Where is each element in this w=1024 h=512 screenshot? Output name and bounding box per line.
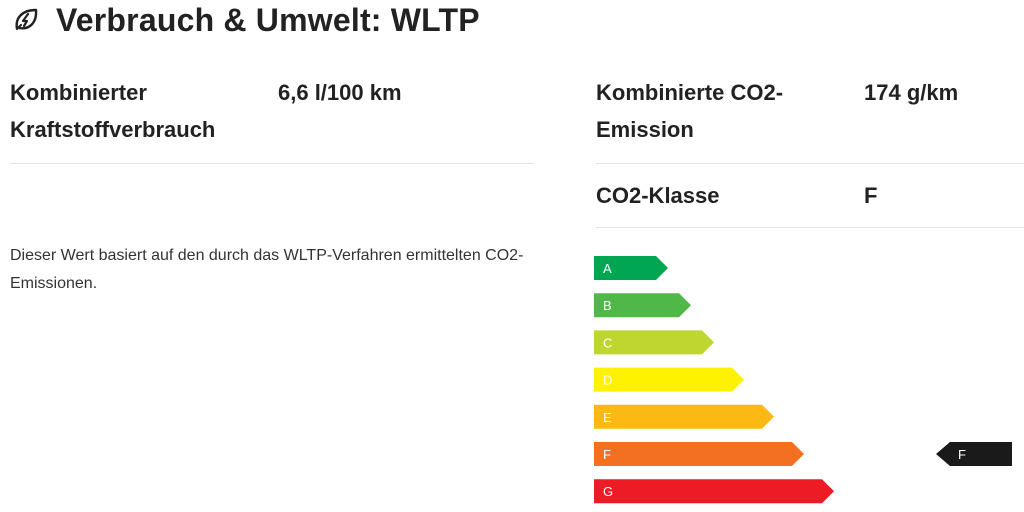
consumption-section: Kombinierter Kraftstoffverbrauch 6,6 l/1… <box>10 74 534 164</box>
co2-class-label: CO2-Klasse <box>596 183 720 208</box>
efficiency-bar-a <box>594 256 668 280</box>
wltp-note: Dieser Wert basiert auf den durch das WL… <box>10 247 524 292</box>
efficiency-bar-e <box>594 404 774 429</box>
efficiency-bar-label: B <box>603 298 612 313</box>
emission-row: Kombinierte CO2-Emission 174 g/km <box>596 74 1024 164</box>
efficiency-bar-c <box>594 330 714 355</box>
efficiency-bar-b <box>594 293 691 318</box>
selected-class-indicator-label: F <box>958 447 966 462</box>
efficiency-scale: A B C D E F G F <box>594 256 1024 506</box>
emission-label: Kombinierte CO2-Emission <box>596 80 784 142</box>
section-header: Verbrauch & Umwelt: WLTP <box>12 0 480 40</box>
co2-class-value: F <box>864 183 878 208</box>
leaf-lightning-icon <box>12 6 40 34</box>
efficiency-bar-g <box>594 479 834 504</box>
co2-class-row: CO2-Klasse F <box>596 164 1024 228</box>
efficiency-scale-graphic: A B C D E F G F <box>594 256 1012 504</box>
efficiency-bar-label: D <box>603 373 612 388</box>
emission-value: 174 g/km <box>864 80 959 105</box>
consumption-label: Kombinierter Kraftstoffverbrauch <box>10 80 216 142</box>
page-title: Verbrauch & Umwelt: WLTP <box>56 1 480 38</box>
efficiency-bar-d <box>594 367 744 392</box>
efficiency-bar-label: C <box>603 335 612 350</box>
efficiency-bar-label: G <box>603 484 613 499</box>
efficiency-bar-label: A <box>603 261 612 276</box>
consumption-value: 6,6 l/100 km <box>278 80 402 105</box>
efficiency-bar-label: E <box>603 410 612 425</box>
emission-section: Kombinierte CO2-Emission 174 g/km CO2-Kl… <box>596 74 1024 228</box>
selected-class-indicator <box>936 442 1012 466</box>
consumption-row: Kombinierter Kraftstoffverbrauch 6,6 l/1… <box>10 74 534 164</box>
efficiency-bar-label: F <box>603 447 611 462</box>
efficiency-bar-f <box>594 442 804 466</box>
